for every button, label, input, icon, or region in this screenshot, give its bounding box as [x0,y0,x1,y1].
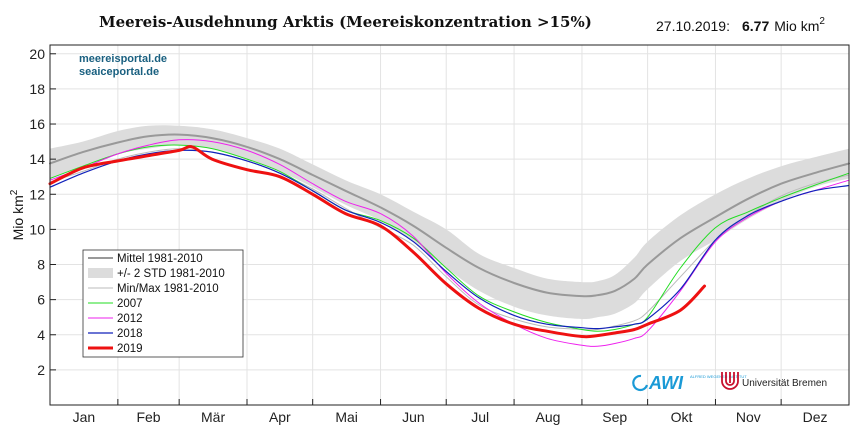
date-label: 27.10.2019: [656,18,730,34]
legend-label: 2019 [117,343,143,355]
x-tick-label: Jun [402,409,425,425]
y-axis-label-sup: 2 [9,189,20,195]
legend: Mittel 1981-2010 +/- 2 STD 1981-2010 Min/M… [82,249,244,358]
y-tick-label: 2 [37,362,45,378]
x-tick-label: Okt [671,409,693,425]
legend-label: Mittel 1981-2010 [117,253,203,265]
plot-frame [49,44,850,406]
current-value: 6.77 Mio km2 [742,16,825,34]
y-tick-label: 8 [37,257,45,273]
y-tick-label: 6 [37,292,45,308]
series-line-mittel-1981-2010 [49,133,850,298]
y-tick-label: 4 [37,327,45,343]
y-tick-label: 18 [29,81,45,97]
series-layer [48,133,850,347]
x-tick-label: Jul [471,409,489,425]
x-tick-label: Mär [201,409,225,425]
legend-label: 2012 [117,313,143,325]
y-tick-label: 12 [29,186,45,202]
awi-logo-text: AWI [648,373,684,393]
y-tick-label: 10 [29,221,45,237]
bremen-logo-text: Universität Bremen [742,378,827,389]
grid [50,45,849,405]
legend-label: 2018 [117,328,143,340]
series-line-2018 [49,149,850,330]
bremen-logo-mark [721,372,739,390]
x-tick-label: Jan [73,409,96,425]
watermark-line-2: seaiceportal.de [79,66,159,78]
x-ticks: Jan Feb Mär Apr Mai Jun Jul Aug Sep Okt Nov Dez [73,399,828,425]
legend-label: +/- 2 STD 1981-2010 [117,268,225,280]
series-line-2012 [49,139,850,347]
y-tick-label: 20 [29,46,45,62]
current-value-unit-sup: 2 [819,16,825,27]
awi-logo-mark [632,374,649,392]
x-tick-label: Apr [269,409,291,425]
legend-label: Min/Max 1981-2010 [117,283,219,295]
y-axis-label: Mio km2 [9,189,26,240]
series-line-min-max-1981-2010 [49,148,850,331]
awi-logo-subtext: ALFRED WEGENER INSTITUT [690,374,747,379]
watermark-line-1: meereisportal.de [79,53,167,65]
x-tick-label: Nov [736,409,761,425]
std-band-layer [50,125,849,320]
current-value-unit: Mio km [774,18,819,34]
x-tick-label: Feb [136,409,160,425]
y-ticks: 2 4 6 8 10 12 14 16 18 20 [29,46,56,378]
y-axis-label-text: Mio km [10,195,26,240]
bremen-logo: Universität Bremen [721,372,827,390]
series-line-2019 [48,145,706,339]
awi-logo: AWI ALFRED WEGENER INSTITUT [632,373,747,393]
y-tick-label: 14 [29,151,45,167]
x-tick-label: Aug [536,409,561,425]
x-tick-label: Sep [602,409,627,425]
x-tick-label: Mai [335,409,358,425]
x-tick-label: Dez [803,409,828,425]
legend-label: 2007 [117,298,143,310]
y-tick-label: 16 [29,116,45,132]
current-value-number: 6.77 [742,18,769,34]
chart-title: Meereis-Ausdehnung Arktis (Meereiskonzen… [99,13,592,31]
std-band [50,125,849,320]
